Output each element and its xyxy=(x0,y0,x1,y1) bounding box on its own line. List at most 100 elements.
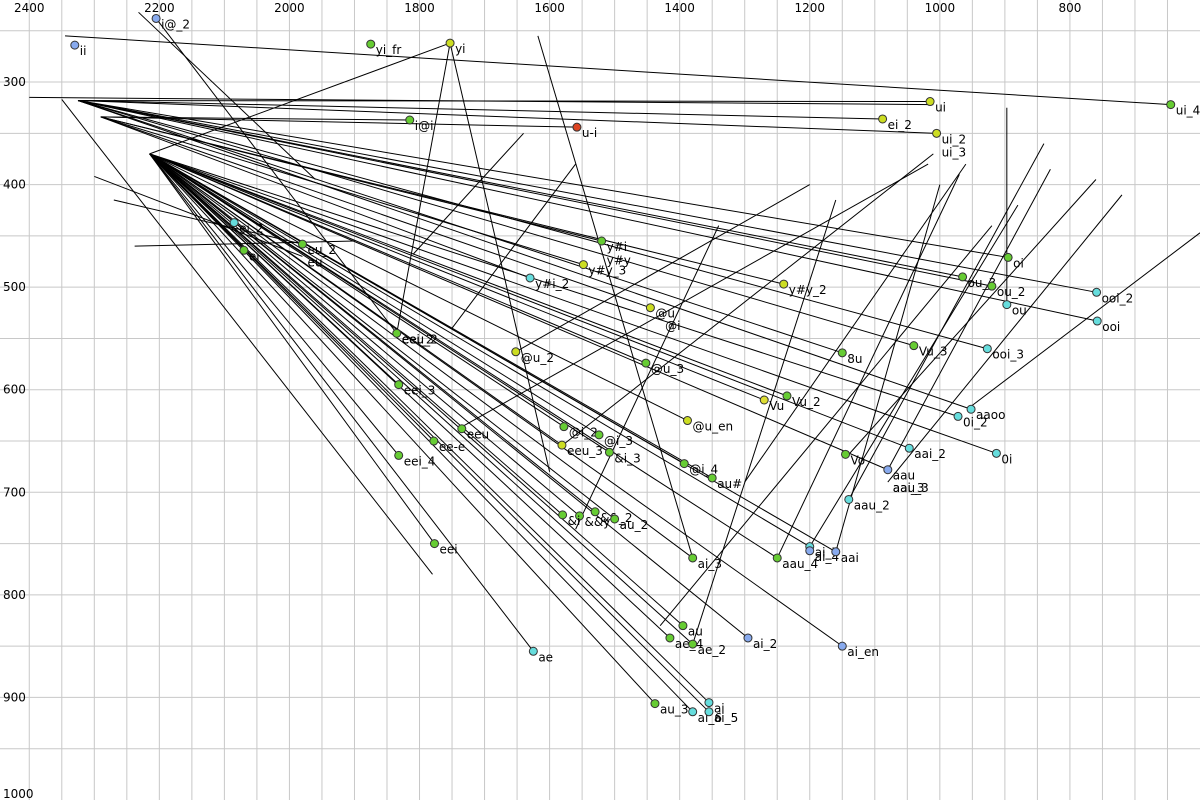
data-point xyxy=(772,553,782,563)
data-point xyxy=(688,553,698,563)
data-point xyxy=(688,639,698,649)
data-point xyxy=(1166,100,1176,110)
x-tick-label: 2400 xyxy=(14,1,45,15)
y-tick-label: 900 xyxy=(3,690,26,704)
trajectory-line xyxy=(65,35,1171,106)
data-point xyxy=(558,510,568,520)
trajectory-line xyxy=(537,35,694,559)
point-label: ui_3 xyxy=(942,146,967,160)
point-label: @i xyxy=(665,319,680,333)
point-label: aai_3 xyxy=(893,481,925,495)
trajectory-line xyxy=(848,179,1097,455)
point-label: ooi xyxy=(1102,320,1120,334)
data-point xyxy=(366,39,376,49)
point-label: ai_3 xyxy=(698,557,722,571)
data-point xyxy=(297,239,307,249)
trajectory-line xyxy=(149,153,615,520)
trajectory-line xyxy=(149,153,997,454)
point-label: ae_2 xyxy=(698,643,726,657)
trajectory-line xyxy=(100,116,651,309)
point-label: ui_2 xyxy=(942,132,967,146)
trajectory-line xyxy=(562,153,934,446)
data-point xyxy=(151,13,161,23)
point-label: ooi_2 xyxy=(1102,291,1134,305)
trajectory-line xyxy=(692,199,837,645)
point-label: eeu xyxy=(402,332,424,346)
trajectory-line xyxy=(149,153,910,449)
data-point xyxy=(445,38,455,48)
y-tick-label: 600 xyxy=(3,383,26,397)
point-label: ei_2 xyxy=(239,222,263,236)
trajectory-lines xyxy=(29,11,1200,713)
data-point xyxy=(511,347,521,357)
point-label: Vo xyxy=(851,453,866,467)
point-label: y#y_2 xyxy=(789,283,827,297)
data-point xyxy=(429,539,439,549)
trajectory-line xyxy=(77,100,988,350)
point-label: @u xyxy=(655,307,675,321)
point-label: oi xyxy=(1013,256,1024,270)
point-label: ai_6 xyxy=(698,711,722,725)
data-point xyxy=(641,358,651,368)
data-point xyxy=(987,281,997,291)
data-point xyxy=(597,236,607,246)
trajectory-line xyxy=(149,153,563,516)
point-label: ai_5 xyxy=(714,711,738,725)
data-point xyxy=(679,459,689,469)
trajectory-line xyxy=(78,100,937,134)
data-point xyxy=(844,494,854,504)
trajectory-line xyxy=(149,153,710,703)
data-point xyxy=(1092,287,1102,297)
point-label: ii xyxy=(80,44,87,58)
trajectory-line xyxy=(77,100,972,410)
point-label: ui xyxy=(935,101,946,115)
x-tick-label: 800 xyxy=(1058,1,1081,15)
point-label: y#i xyxy=(607,240,628,254)
point-label: aau_3 xyxy=(893,481,929,495)
trajectory-line xyxy=(744,163,967,483)
data-point xyxy=(841,449,851,459)
data-point xyxy=(578,260,588,270)
axis-ticks: 2400 2200 2000 1800 1600 1400 1200 1000 800 300 40… xyxy=(3,1,1081,800)
x-tick-label: 1400 xyxy=(664,1,695,15)
trajectory-line xyxy=(149,153,959,417)
point-label: &i xyxy=(568,514,581,528)
point-label: ae xyxy=(538,650,553,664)
data-point xyxy=(932,128,942,138)
point-label: au_3 xyxy=(660,703,689,717)
data-points: ii i@_2 yi_fr yi i@i u-i ui ei_2 ui_2ui_3 ui_4 ei_… xyxy=(70,13,1200,725)
point-label: au xyxy=(688,625,703,639)
data-point xyxy=(837,348,847,358)
point-label: aaoo xyxy=(976,408,1005,422)
x-tick-label: 1200 xyxy=(794,1,825,15)
trajectory-line xyxy=(77,100,1009,258)
data-point xyxy=(805,546,815,556)
y-tick-label: 1000 xyxy=(3,787,34,800)
trajectory-line xyxy=(100,116,577,128)
point-label: ou xyxy=(1012,304,1027,318)
point-label: yi xyxy=(455,42,465,56)
data-point xyxy=(688,707,698,717)
data-point xyxy=(743,633,753,643)
data-point xyxy=(883,465,893,475)
data-point xyxy=(229,218,239,228)
data-point xyxy=(953,411,963,421)
point-label: 0i_2 xyxy=(963,415,988,429)
point-label: ai_2 xyxy=(753,637,777,651)
data-point xyxy=(904,443,914,453)
point-label: eu xyxy=(307,255,322,269)
data-point xyxy=(528,646,538,656)
point-label: ee-e xyxy=(439,440,465,454)
trajectory-line xyxy=(77,100,1098,322)
point-label: ui_4 xyxy=(1176,104,1200,118)
data-point xyxy=(594,430,604,440)
y-tick-label: 800 xyxy=(3,588,26,602)
trajectory-line xyxy=(575,225,720,530)
data-point xyxy=(394,450,404,460)
point-label: @u_en xyxy=(692,420,733,434)
point-label: eeu_3 xyxy=(567,444,603,458)
data-point xyxy=(645,303,655,313)
trajectory-line xyxy=(809,204,1019,547)
